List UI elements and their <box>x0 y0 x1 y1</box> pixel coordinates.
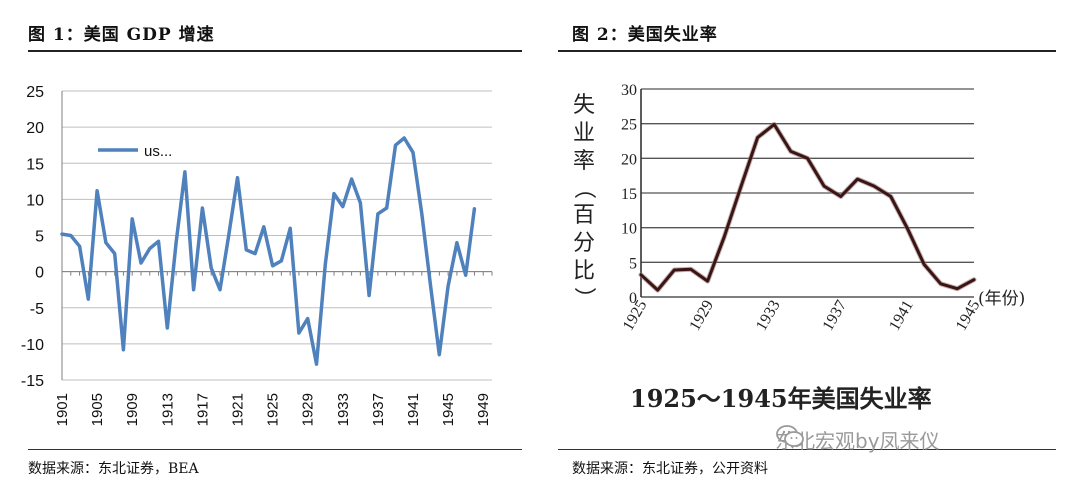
x-tick-label: 1945 <box>440 393 457 426</box>
x-tick-label: 1949 <box>475 393 492 426</box>
y-tick-label: 10 <box>26 192 44 209</box>
legend-label: us... <box>144 143 172 160</box>
watermark: 东北宏观by凤来仪 <box>775 425 940 454</box>
x-tick-label: 1941 <box>886 298 917 334</box>
figure-title-unemployment: 图 2：美国失业率 <box>572 25 718 45</box>
x-tick-label: 1901 <box>54 393 71 426</box>
y-tick-label: 10 <box>621 221 637 238</box>
bottom-rule <box>558 449 1056 450</box>
y-tick-label: -15 <box>21 373 44 390</box>
y-tick-label: 15 <box>621 186 637 203</box>
y-tick-label: -10 <box>21 337 44 354</box>
top-rule <box>28 50 522 52</box>
y-tick-label: 20 <box>621 151 637 168</box>
svg-text:）: ） <box>571 287 596 309</box>
y-tick-label: 15 <box>26 156 44 173</box>
x-axis-label: (年份) <box>978 289 1025 309</box>
svg-text:（: （ <box>571 177 596 199</box>
x-tick-label: 1913 <box>159 393 176 426</box>
x-tick-label: 1937 <box>820 298 851 334</box>
y-tick-label: 25 <box>621 117 637 134</box>
x-tick-label: 1917 <box>194 393 211 426</box>
x-tick-label: 1905 <box>89 393 106 426</box>
x-tick-label: 1909 <box>124 393 141 426</box>
svg-text:分: 分 <box>573 231 595 256</box>
series-line-us <box>60 136 477 366</box>
svg-text:业: 业 <box>573 121 595 146</box>
x-tick-label: 1933 <box>335 393 352 426</box>
svg-text:百: 百 <box>573 203 595 228</box>
y-axis-label: 失业率 （ 百分比 ） <box>571 93 596 309</box>
x-tick-label: 1937 <box>370 393 387 426</box>
y-tick-label: 30 <box>621 82 637 99</box>
x-tick-label: 1921 <box>230 393 247 426</box>
unemployment-panel: 图 2：美国失业率 30 25 20 15 10 5 0 1925 1929 1933 1937 19… <box>540 0 1080 496</box>
svg-text:失: 失 <box>573 93 595 118</box>
gdp-growth-chart: 25 20 15 10 5 0 -5 -10 -15 1901 1905 1909 1913 1917 19… <box>21 84 493 426</box>
svg-text:率: 率 <box>573 149 595 174</box>
x-tick-label: 1925 <box>265 393 282 426</box>
source-note-gdp: 数据来源：东北证券，BEA <box>28 461 199 477</box>
chart-caption: 1925～1945年美国失业率 <box>630 384 932 413</box>
x-tick-label: 1941 <box>405 393 422 426</box>
bottom-rule <box>28 449 522 450</box>
y-tick-label: -5 <box>30 301 44 318</box>
source-note-unemployment: 数据来源：东北证券，公开资料 <box>572 461 768 477</box>
y-tick-label: 0 <box>629 290 637 307</box>
x-tick-label: 1925 <box>620 298 651 334</box>
x-tick-label: 1929 <box>300 393 317 426</box>
gdp-growth-panel: 图 1：美国 GDP 增速 25 20 15 10 5 0 -5 -10 -15 1901 1905… <box>21 25 522 477</box>
y-tick-label: 5 <box>629 255 637 272</box>
y-tick-label: 20 <box>26 120 44 137</box>
y-tick-label: 0 <box>35 265 44 282</box>
x-tick-label: 1933 <box>753 298 784 334</box>
y-tick-label: 25 <box>26 84 44 101</box>
x-tick-label: 1929 <box>686 298 717 334</box>
svg-text:比: 比 <box>573 259 595 284</box>
series-line-unemployment <box>639 122 976 292</box>
wechat-icon <box>776 425 804 447</box>
figure-title-gdp: 图 1：美国 GDP 增速 <box>28 25 215 45</box>
y-tick-label: 5 <box>35 229 44 246</box>
top-rule <box>558 50 1056 52</box>
